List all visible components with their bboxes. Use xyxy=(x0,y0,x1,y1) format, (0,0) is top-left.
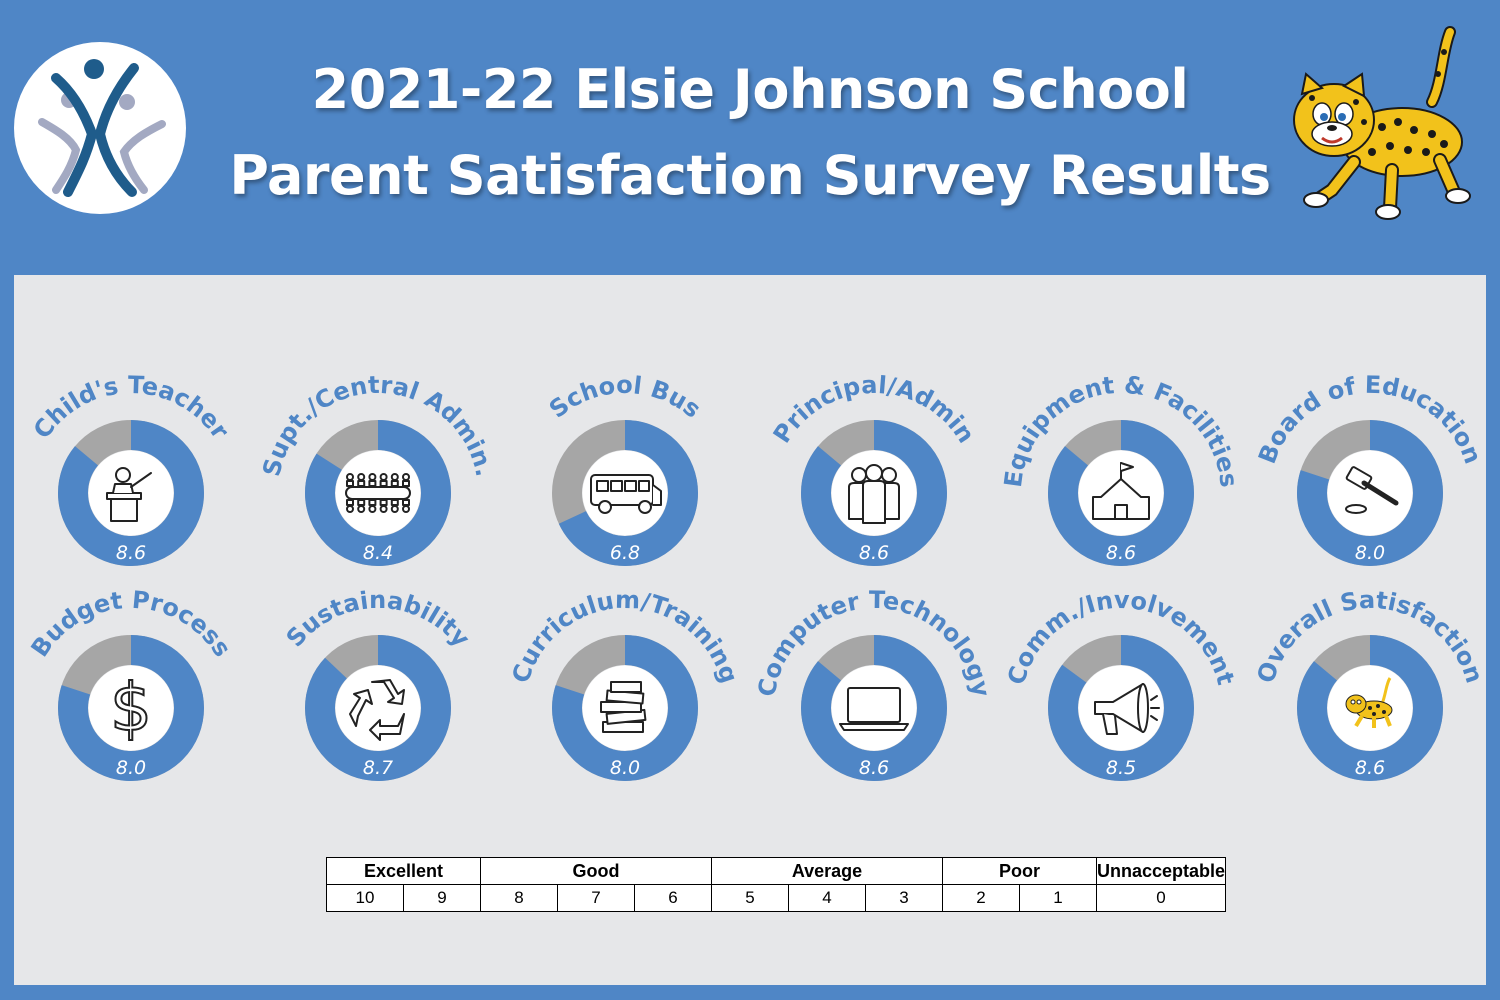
gauge-value-arc xyxy=(305,635,451,781)
school-building-icon xyxy=(1092,462,1150,520)
gauge-center xyxy=(1327,450,1413,536)
dollar-icon: $ xyxy=(109,668,153,747)
leopard-mascot-icon xyxy=(1272,22,1484,232)
gauge-category-label: School Bus xyxy=(544,371,706,424)
gavel-icon xyxy=(1345,466,1399,514)
gauge-value-arc xyxy=(58,635,204,781)
gauge-value-arc xyxy=(1297,420,1443,566)
gauge-value-arc xyxy=(1297,635,1443,781)
laptop-icon xyxy=(839,687,909,731)
scale-category-0: Excellent xyxy=(326,857,481,885)
gauge-center xyxy=(88,665,174,751)
scale-number-5: 5 xyxy=(711,884,789,912)
svg-text:$: $ xyxy=(110,669,152,746)
gauge-value-arc xyxy=(801,420,947,566)
scale-number-10: 0 xyxy=(1095,884,1227,912)
gauge-value-label: 8.0 xyxy=(1355,542,1385,564)
scale-number-9: 1 xyxy=(1019,884,1097,912)
scale-number-1: 9 xyxy=(403,884,481,912)
gauge-value-label: 8.7 xyxy=(363,757,393,779)
leopard-icon xyxy=(1345,677,1393,728)
scale-number-8: 2 xyxy=(942,884,1020,912)
title-line-1: 2021-22 Elsie Johnson School xyxy=(311,58,1189,121)
district-logo xyxy=(14,42,186,214)
gauge-value-label: 8.6 xyxy=(116,542,146,564)
gauge-value-label: 8.5 xyxy=(1106,757,1136,779)
gauge-value-label: 8.0 xyxy=(116,757,146,779)
people-group-icon xyxy=(848,464,900,524)
scale-number-6: 4 xyxy=(788,884,866,912)
conference-table-icon xyxy=(345,473,411,513)
gauge-value-arc xyxy=(552,420,698,566)
gauge-value-arc xyxy=(801,635,947,781)
header: 2021-22 Elsie Johnson School Parent Sati… xyxy=(0,0,1500,275)
gauge-value-arc xyxy=(552,635,698,781)
teacher-icon xyxy=(106,467,152,522)
scale-number-7: 3 xyxy=(865,884,943,912)
recycle-icon xyxy=(349,679,405,741)
gauge-2: 6.8 School Bus xyxy=(544,371,706,566)
gauge-value-arc xyxy=(1048,635,1194,781)
gauge-value-label: 8.6 xyxy=(1106,542,1136,564)
gauge-value-arc xyxy=(58,420,204,566)
scale-number-4: 6 xyxy=(634,884,712,912)
gauge-value-label: 8.0 xyxy=(610,757,640,779)
school-bus-icon xyxy=(590,474,662,514)
gauge-value-label: 8.4 xyxy=(363,542,393,564)
scale-number-3: 7 xyxy=(557,884,635,912)
gauge-value-label: 8.6 xyxy=(859,757,889,779)
scale-category-2: Average xyxy=(711,857,943,885)
rating-scale-table: Excellent Good Average Poor Unnacceptable 10… xyxy=(326,857,1227,912)
megaphone-icon xyxy=(1094,683,1160,735)
scale-category-1: Good xyxy=(480,857,712,885)
scale-number-2: 8 xyxy=(480,884,558,912)
scale-category-4: Unnacceptable xyxy=(1095,857,1227,885)
gauge-value-label: 6.8 xyxy=(610,542,640,564)
title-line-2: Parent Satisfaction Survey Results xyxy=(229,144,1271,207)
gauge-value-label: 8.6 xyxy=(859,542,889,564)
scale-number-0: 10 xyxy=(326,884,404,912)
scale-category-3: Poor xyxy=(942,857,1097,885)
gauge-value-arc xyxy=(1048,420,1194,566)
books-icon xyxy=(600,681,647,733)
gauge-value-label: 8.6 xyxy=(1355,757,1385,779)
gauge-value-arc xyxy=(305,420,451,566)
